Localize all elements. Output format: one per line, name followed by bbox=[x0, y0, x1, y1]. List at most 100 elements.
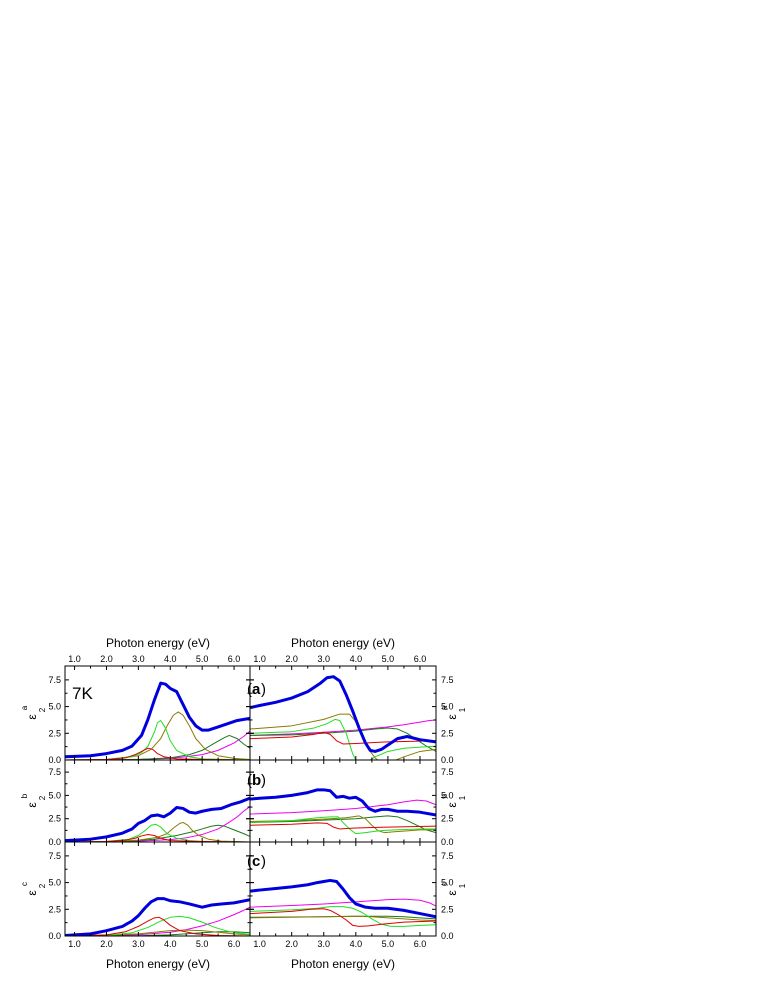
panel-c-right-y-axis-label-sub: 1 bbox=[458, 883, 467, 888]
panel-c-right-y-tick-label: 5.0 bbox=[441, 878, 454, 888]
panel-b-left-series-line-4 bbox=[65, 824, 250, 842]
panel-c-left-frame bbox=[64, 841, 251, 937]
svg-text:): ) bbox=[261, 681, 266, 698]
panel-a-left-y-tick-label: 7.5 bbox=[48, 675, 61, 685]
panel-b-right: 0.02.55.07.5εb 1 bbox=[249, 759, 467, 847]
panel-b-left-y-tick-label: 7.5 bbox=[48, 767, 61, 777]
panel-a-left-y-tick-label: 2.5 bbox=[48, 728, 61, 738]
panel-a-right-series-line-3 bbox=[250, 713, 436, 760]
panel-a-right-x-tick-label: 3.0 bbox=[318, 654, 331, 664]
panel-c-left-series-line-1 bbox=[65, 916, 250, 936]
panel-b-left-y-tick-label: 2.5 bbox=[48, 814, 61, 824]
panel-b-left-y-tick-label: 0.0 bbox=[48, 837, 61, 847]
panel-a-right-y-axis-label-sub: 1 bbox=[458, 707, 467, 712]
panel-a-left-frame bbox=[64, 665, 251, 761]
panel-c-right-frame bbox=[249, 841, 437, 937]
panel-a-left-series-line-0 bbox=[65, 681, 250, 759]
panel-b-left-series bbox=[65, 796, 250, 842]
panel-a-left-y-tick-label: 5.0 bbox=[48, 702, 61, 712]
panel-c-left-y-axis-label: εc 2 bbox=[20, 882, 47, 896]
panel-c-right-y-tick-label: 7.5 bbox=[441, 851, 454, 861]
panel-c-right-series-line-0 bbox=[250, 878, 436, 919]
panel-b-left-series-line-1 bbox=[65, 834, 250, 842]
top-x-axis-title-right: Photon energy (eV) bbox=[291, 636, 395, 650]
panel-c-right-x-tick-label: 2.0 bbox=[285, 939, 298, 949]
top-x-axis-title-left: Photon energy (eV) bbox=[106, 636, 210, 650]
svg-text:c: c bbox=[252, 853, 260, 870]
svg-text:a: a bbox=[252, 681, 261, 698]
panel-b-right-y-tick-label: 7.5 bbox=[441, 767, 454, 777]
panel-c-right-x-tick-label: 4.0 bbox=[350, 939, 363, 949]
bottom-x-axis-title-right: Photon energy (eV) bbox=[291, 957, 395, 971]
svg-text:b: b bbox=[252, 772, 261, 789]
panel-a-right-series bbox=[250, 675, 436, 760]
panel-a-left-x-tick-label: 2.0 bbox=[100, 654, 113, 664]
panel-a-right-x-tick-label: 6.0 bbox=[414, 654, 427, 664]
panel-a-right-y-tick-label: 7.5 bbox=[441, 675, 454, 685]
panel-b-right-series-line-1 bbox=[250, 822, 436, 830]
panel-b-left-y-axis-label-base: ε bbox=[25, 802, 39, 808]
panel-b-right-y-axis-label-sub: 1 bbox=[458, 795, 467, 800]
panel-b-right-y-axis-label-base: ε bbox=[445, 802, 459, 808]
panel-a-right-series-line-5 bbox=[250, 719, 436, 736]
panel-c-left-x-tick-label: 2.0 bbox=[100, 939, 113, 949]
panel-b-right-y-tick-label: 2.5 bbox=[441, 814, 454, 824]
panel-a-left-x-tick-label: 4.0 bbox=[164, 654, 177, 664]
panel-a-right-y-axis-label-sup: a bbox=[440, 705, 449, 710]
panel-b-right-y-tick-label: 0.0 bbox=[441, 837, 454, 847]
panel-c-right-series-line-5 bbox=[250, 898, 436, 908]
panel-b-left-series-line-0 bbox=[65, 796, 250, 842]
panel-b-right-series-line-2 bbox=[250, 816, 436, 835]
panel-c-right-x-tick-label: 1.0 bbox=[253, 939, 266, 949]
panel-c-left-x-tick-label: 3.0 bbox=[132, 939, 145, 949]
panel-c-right-x-tick-label: 5.0 bbox=[382, 939, 395, 949]
panel-a-right-x-tick-label: 2.0 bbox=[285, 654, 298, 664]
panel-a-left-y-axis-label: εa 2 bbox=[20, 705, 47, 719]
panel-a-left-x-tick-label: 3.0 bbox=[132, 654, 145, 664]
panel-a-right-frame bbox=[249, 665, 437, 761]
panel-b-right-series-line-3 bbox=[250, 815, 436, 834]
panel-a-left-series-line-2 bbox=[65, 719, 250, 760]
panel-a-right-y-tick-label: 2.5 bbox=[441, 728, 454, 738]
panel-b-right-series-line-5 bbox=[250, 799, 436, 815]
bottom-x-axis-title-left: Photon energy (eV) bbox=[106, 957, 210, 971]
panel-c-right-y-axis-label-sup: c bbox=[440, 882, 449, 886]
panel-b-right-y-tick-label: 5.0 bbox=[441, 790, 454, 800]
panel-a-left-y-axis-label-sub: 2 bbox=[38, 707, 47, 712]
panel-a-right-y-axis-label-base: ε bbox=[445, 714, 459, 720]
panel-b-left-y-axis-label-sub: 2 bbox=[38, 795, 47, 800]
panel-c-left-series-line-2 bbox=[65, 915, 250, 936]
panel-a-right-x-tick-label: 4.0 bbox=[350, 654, 363, 664]
panel-a-right-x-tick-label: 1.0 bbox=[253, 654, 266, 664]
panel-c-right-y-axis-label: εc 1 bbox=[440, 882, 467, 896]
panel-a-right-series-line-1 bbox=[250, 731, 436, 745]
panel-c-left-y-tick-label: 2.5 bbox=[48, 904, 61, 914]
panel-c-left-series-line-0 bbox=[65, 897, 250, 936]
temperature-label: 7K bbox=[72, 684, 93, 703]
panel-c-right-x-tick-label: 6.0 bbox=[414, 939, 427, 949]
panel-a-left-x-tick-label: 6.0 bbox=[228, 654, 241, 664]
panel-b-right-series-line-0 bbox=[250, 788, 436, 817]
panel-c-left-series bbox=[65, 897, 250, 936]
panel-a-right-y-tick-label: 5.0 bbox=[441, 702, 454, 712]
panel-c-left-x-tick-label: 1.0 bbox=[68, 939, 81, 949]
panel-c-right-series bbox=[250, 878, 436, 927]
svg-text:): ) bbox=[261, 853, 266, 870]
panel-a-left: 1.0 2.0 3.0 4.0 5.0 6.0 0.0 2.5 5.0 7.5 εa 2 bbox=[20, 654, 251, 765]
panel-c-right-series-line-2 bbox=[250, 906, 436, 927]
svg-text:): ) bbox=[261, 772, 266, 789]
panel-a-left-x-tick-label: 1.0 bbox=[68, 654, 81, 664]
panel-c-left: 1.0 2.0 3.0 4.0 5.0 6.0 0.0 2.5 5.0 7.5 εc 2 bbox=[20, 841, 251, 949]
panel-a-left-x-tick-label: 5.0 bbox=[196, 654, 209, 664]
panel-a-right-x-tick-label: 5.0 bbox=[382, 654, 395, 664]
panel-c-left-x-tick-label: 5.0 bbox=[196, 939, 209, 949]
panel-b-left-series-line-3 bbox=[65, 821, 250, 842]
panel-c-right: 1.0 2.0 3.0 4.0 5.0 6.00.02.55.07.5εc 1 bbox=[249, 841, 467, 949]
panel-b-left-frame bbox=[64, 759, 251, 843]
panel-b-right-y-axis-label: εb 1 bbox=[440, 793, 467, 807]
panel-c-right-y-axis-label-base: ε bbox=[445, 890, 459, 896]
panel-c-left-x-tick-label: 6.0 bbox=[228, 939, 241, 949]
panel-a-right-y-tick-label: 0.0 bbox=[441, 755, 454, 765]
panel-c-right-series-line-1 bbox=[250, 908, 436, 927]
panel-b-left-y-tick-label: 5.0 bbox=[48, 790, 61, 800]
